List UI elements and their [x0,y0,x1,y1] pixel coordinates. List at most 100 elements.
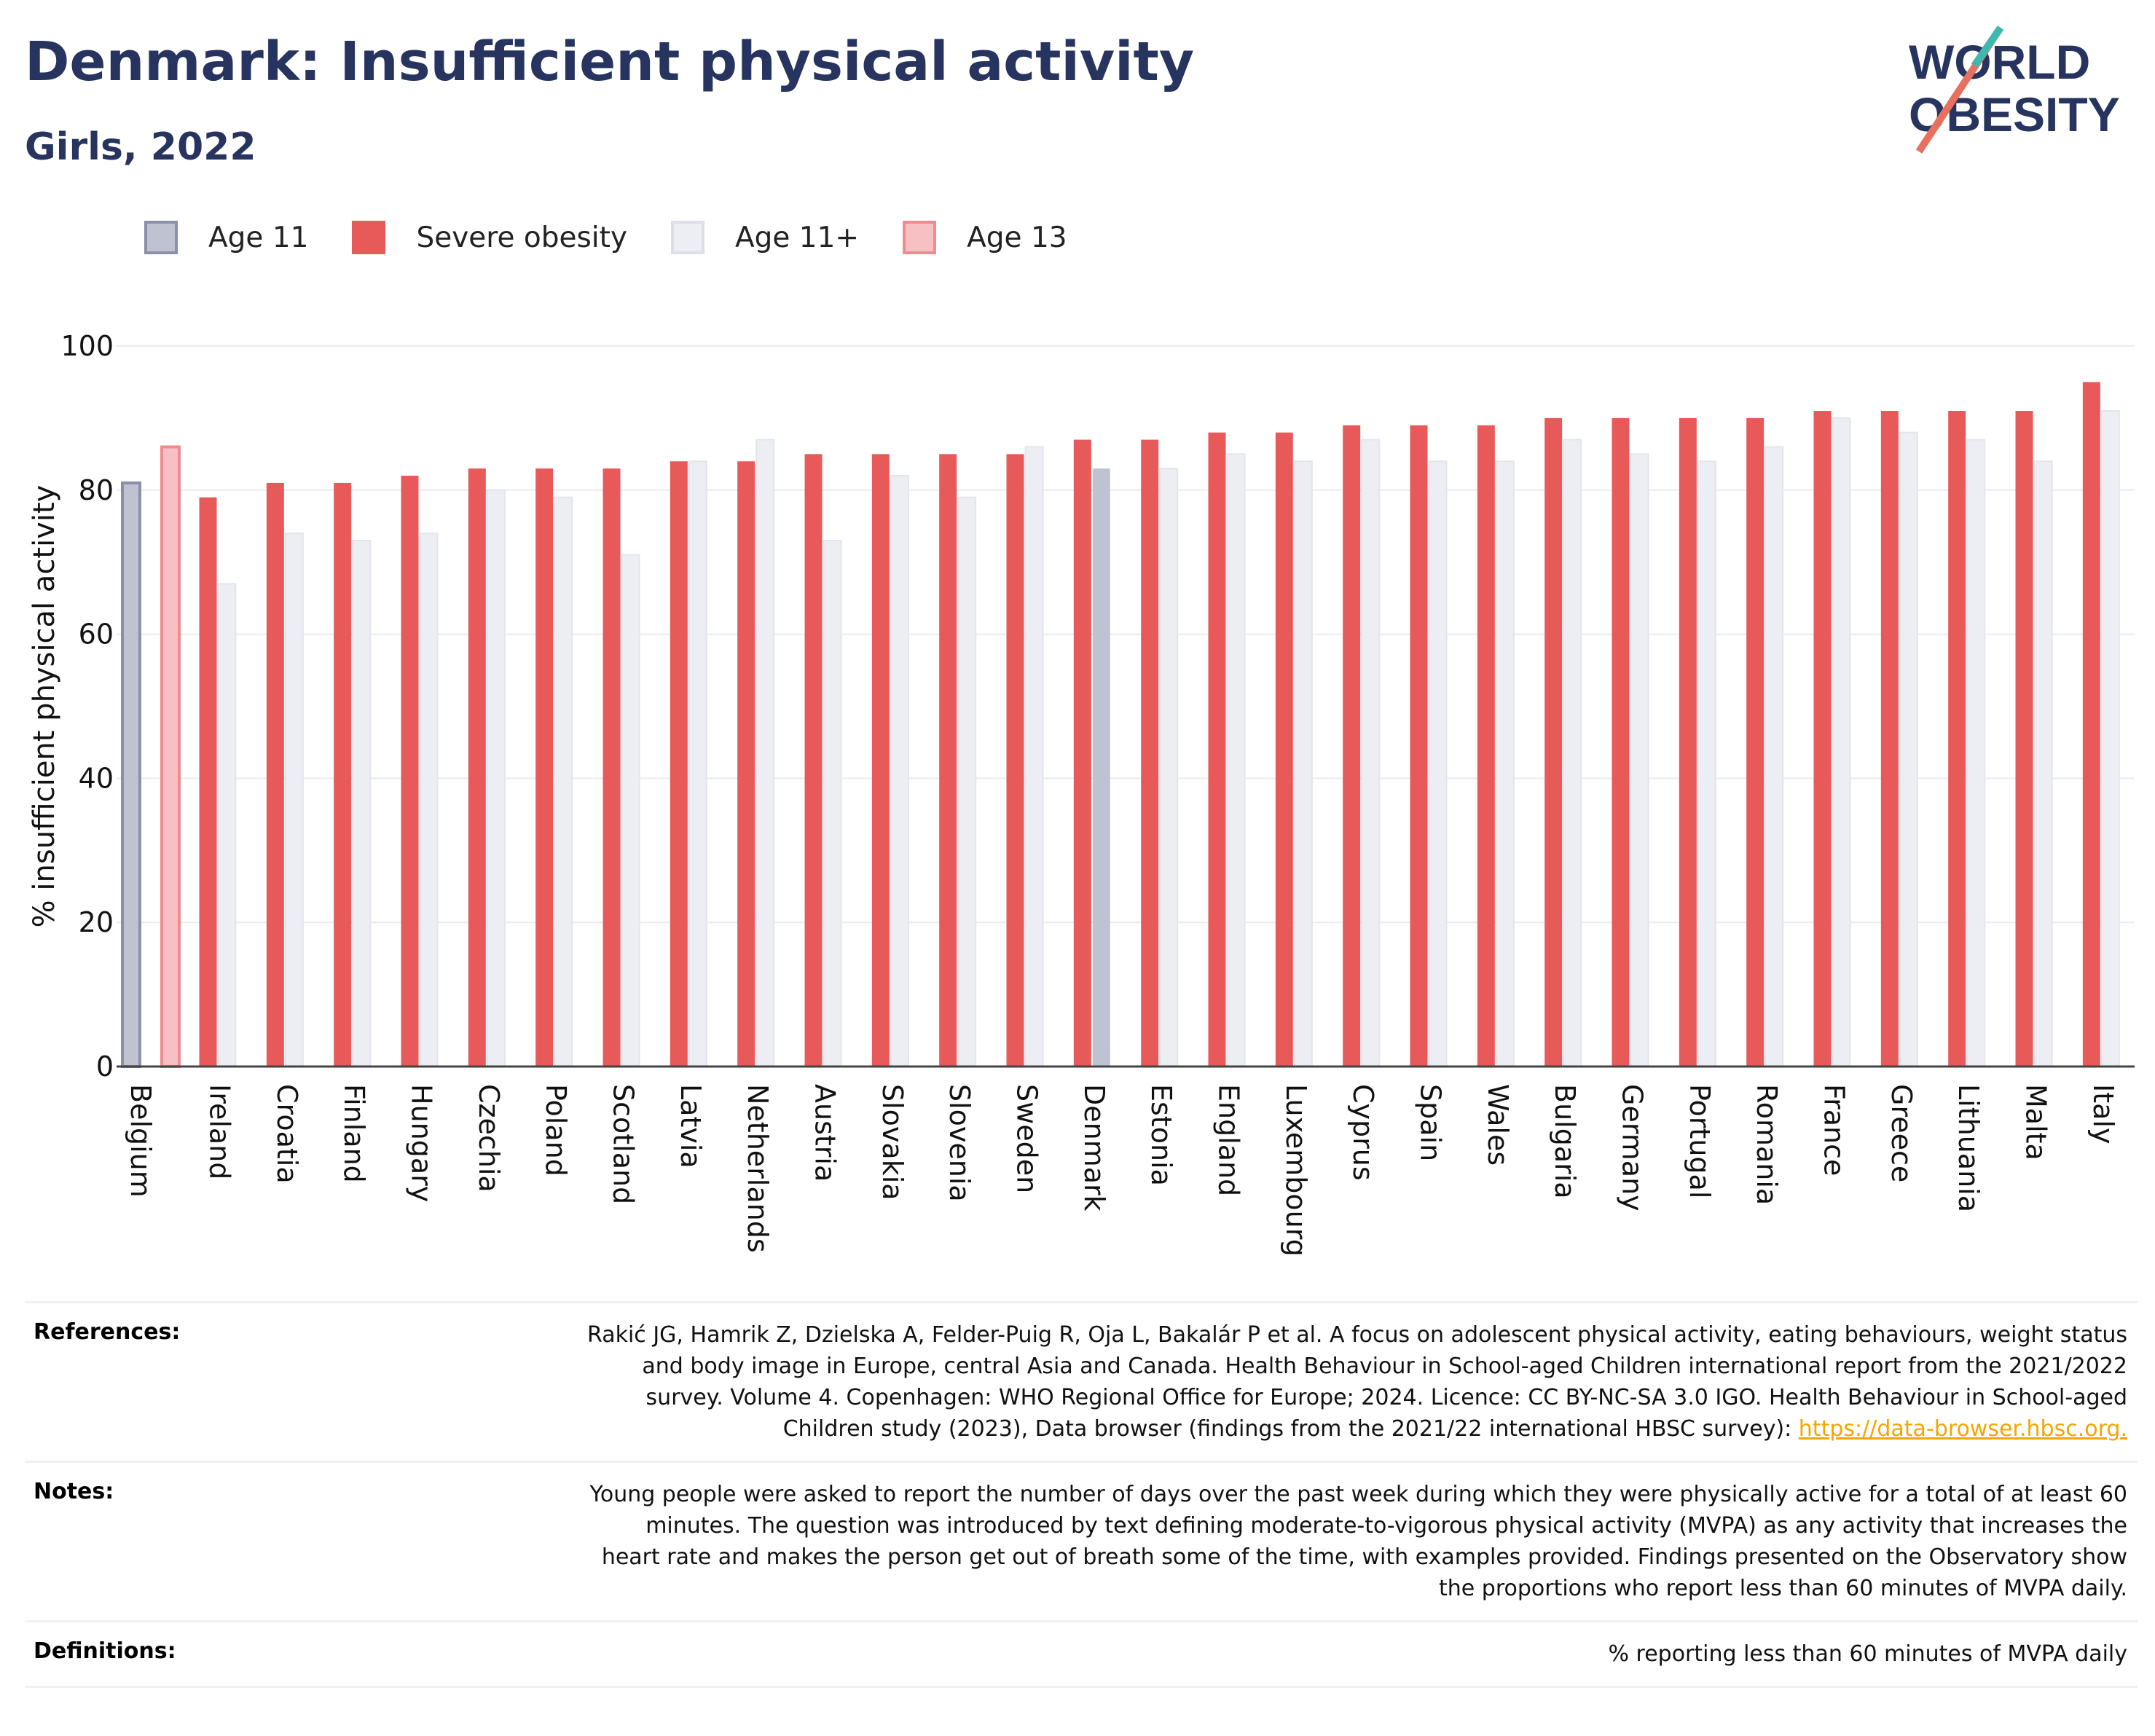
world-obesity-logo: WORLD OBESITY [1909,25,2120,154]
y-tick-label: 20 [79,906,114,938]
bar-severe-obesity-latvia [670,461,688,1067]
bar-age-11-plus-greece [1899,431,1918,1067]
bar-severe-obesity-netherlands [737,461,755,1067]
y-axis-label: % insufficient physical activity [28,485,61,928]
bar-severe-obesity-slovenia [939,454,957,1067]
bar-severe-obesity-germany [1612,417,1630,1067]
legend-swatch-severe-obesity [352,221,386,254]
bar-age-11-plus-croatia [284,533,304,1067]
bar-severe-obesity-estonia [1141,439,1159,1067]
x-tick-label-poland: Poland [540,1084,572,1177]
bar-age-11-plus-france [1832,417,1851,1067]
x-tick-label-italy: Italy [2087,1084,2119,1144]
bar-age-11-plus-luxembourg [1293,460,1313,1068]
y-tick-label: 40 [79,762,114,794]
y-tick-label: 0 [96,1050,114,1083]
bar-age-11-plus-lithuania [1966,439,1986,1067]
bar-age-11-plus-cyprus [1361,439,1381,1067]
x-tick-label-latvia: Latvia [675,1084,707,1169]
bar-age-11-plus-england [1226,453,1246,1068]
legend-swatch-age-11 [144,221,178,254]
x-tick-label-luxembourg: Luxembourg [1280,1084,1312,1257]
bar-severe-obesity-denmark [1073,439,1091,1067]
legend-swatch-age-13 [903,221,937,254]
chart-metadata-table: References: Rakić JG, Hamrik Z, Dzielska… [25,1301,2138,1688]
bar-age-11-plus-czechia [486,489,506,1068]
legend-item-age-11-plus[interactable]: Age 11+ [670,221,860,254]
bar-severe-obesity-finland [334,482,352,1067]
bar-age-11-plus-hungary [419,533,439,1067]
x-tick-label-scotland: Scotland [608,1084,640,1204]
bar-severe-obesity-scotland [602,468,621,1067]
x-tick-label-spain: Spain [1415,1084,1447,1161]
legend-label-severe-obesity: Severe obesity [416,221,627,254]
bar-severe-obesity-czechia [468,468,486,1067]
bar-severe-obesity-france [1813,411,1832,1067]
legend-item-severe-obesity[interactable]: Severe obesity [352,221,627,254]
bar-age-11-plus-spain [1428,460,1448,1068]
chart-legend: Age 11 Severe obesity Age 11+ Age 13 [144,216,1111,259]
references-row: References: Rakić JG, Hamrik Z, Dzielska… [25,1301,2138,1461]
x-tick-label-germany: Germany [1617,1084,1649,1211]
x-tick-label-bulgaria: Bulgaria [1549,1084,1581,1199]
x-tick-label-estonia: Estonia [1145,1084,1177,1186]
legend-item-age-11[interactable]: Age 11 [144,221,308,254]
bar-age-11-plus-finland [352,540,372,1067]
x-tick-label-slovenia: Slovenia [943,1084,976,1202]
x-tick-label-malta: Malta [2020,1084,2052,1160]
x-tick-label-croatia: Croatia [271,1084,303,1184]
bar-severe-obesity-italy [2082,382,2100,1067]
notes-row: Notes: Young people were asked to report… [25,1461,2138,1620]
x-tick-label-slovakia: Slovakia [876,1084,908,1201]
x-tick-label-finland: Finland [338,1084,370,1183]
bar-severe-obesity-poland [535,468,554,1067]
bar-severe-obesity-spain [1410,425,1428,1067]
bar-severe-obesity-cyprus [1343,425,1361,1067]
x-tick-label-hungary: Hungary [406,1084,438,1202]
notes-label: Notes: [34,1479,114,1504]
x-tick-label-cyprus: Cyprus [1347,1084,1379,1181]
bar-severe-obesity-slovakia [871,454,890,1067]
bar-age-11-belgium [121,481,141,1069]
bar-age-11-plus-poland [554,496,573,1067]
bar-severe-obesity-malta [2015,411,2033,1067]
bar-age-11-plus-latvia [688,460,707,1068]
x-tick-label-denmark: Denmark [1078,1084,1110,1211]
x-tick-label-netherlands: Netherlands [742,1084,774,1253]
bar-severe-obesity-sweden [1006,454,1024,1067]
legend-item-age-13[interactable]: Age 13 [903,221,1067,254]
bar-severe-obesity-croatia [266,482,284,1067]
references-text: Rakić JG, Hamrik Z, Dzielska A, Felder-P… [583,1319,2127,1445]
bar-age-11-plus-austria [823,540,842,1067]
bar-age-11-plus-sweden [1024,446,1044,1067]
bar-age-13-belgium [160,445,181,1068]
legend-label-age-11: Age 11 [208,221,309,254]
bar-chart: 0 20 40 60 80 100 % insufficient physical acti… [28,330,2135,1257]
references-label: References: [34,1319,181,1345]
bar-age-11-plus-romania [1765,446,1784,1067]
x-tick-label-lithuania: Lithuania [1952,1084,1985,1212]
references-body: Rakić JG, Hamrik Z, Dzielska A, Felder-P… [587,1322,2127,1442]
y-tick-label: 100 [60,330,114,362]
logo-text-world: WORLD [1909,35,2090,89]
x-tick-label-france: France [1818,1084,1850,1176]
bar-age-11-plus-italy [2100,410,2120,1067]
x-tick-label-austria: Austria [809,1084,841,1182]
bar-severe-obesity-england [1208,432,1226,1067]
bar-severe-obesity-romania [1746,417,1765,1067]
x-tick-label-portugal: Portugal [1684,1084,1716,1198]
bar-age-11-plus-scotland [621,554,640,1067]
x-tick-label-ireland: Ireland [204,1084,236,1179]
bar-severe-obesity-luxembourg [1275,432,1293,1067]
legend-label-age-11-plus: Age 11+ [734,221,860,254]
references-link[interactable]: https://data-browser.hbsc.org. [1798,1416,2127,1442]
bar-severe-obesity-wales [1477,425,1495,1067]
logo-slash-teal [1971,25,2004,68]
definitions-text: % reporting less than 60 minutes of MVPA… [1608,1641,2127,1667]
chart-title: Denmark: Insufficient physical activity [25,31,1195,93]
bar-age-11-plus-bulgaria [1563,439,1582,1067]
bar-age-11-plus-estonia [1159,468,1179,1067]
x-tick-label-czechia: Czechia [473,1084,505,1193]
definitions-label: Definitions: [34,1638,176,1664]
bar-age-11-plus-portugal [1697,460,1716,1068]
